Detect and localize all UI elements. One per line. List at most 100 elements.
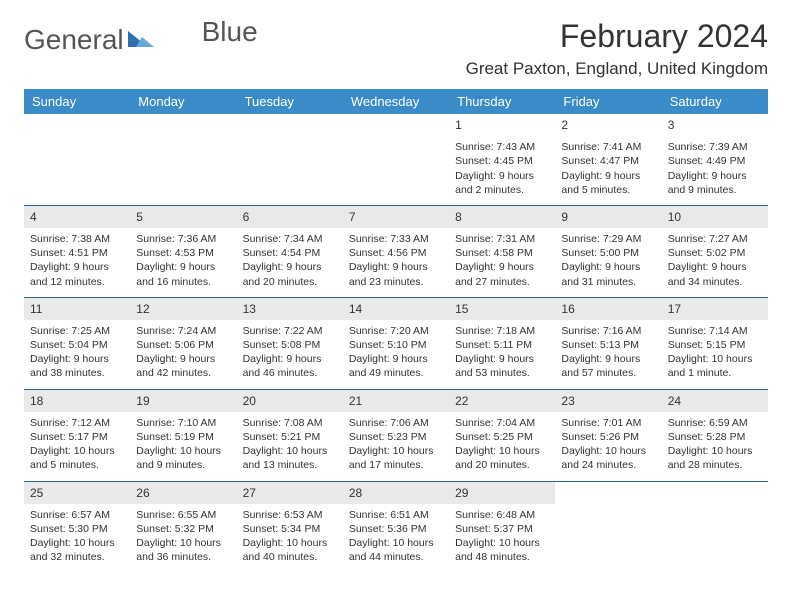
day-detail: and 40 minutes.	[243, 550, 337, 564]
day-detail: and 5 minutes.	[30, 458, 124, 472]
calendar-week: 25Sunrise: 6:57 AMSunset: 5:30 PMDayligh…	[24, 481, 768, 572]
calendar-day	[343, 114, 449, 205]
day-number: 17	[662, 298, 768, 320]
day-detail: Sunrise: 6:51 AM	[349, 508, 443, 522]
day-number: 23	[555, 390, 661, 412]
day-detail: Daylight: 10 hours	[243, 536, 337, 550]
day-number: 18	[24, 390, 130, 412]
day-detail: Daylight: 9 hours	[561, 169, 655, 183]
day-detail: Sunrise: 6:57 AM	[30, 508, 124, 522]
calendar-day: 16Sunrise: 7:16 AMSunset: 5:13 PMDayligh…	[555, 297, 661, 389]
calendar-day: 15Sunrise: 7:18 AMSunset: 5:11 PMDayligh…	[449, 297, 555, 389]
day-detail: and 32 minutes.	[30, 550, 124, 564]
day-detail: and 5 minutes.	[561, 183, 655, 197]
calendar-header-row: SundayMondayTuesdayWednesdayThursdayFrid…	[24, 89, 768, 114]
day-detail: Sunset: 5:10 PM	[349, 338, 443, 352]
calendar-day	[555, 481, 661, 572]
calendar-day: 9Sunrise: 7:29 AMSunset: 5:00 PMDaylight…	[555, 205, 661, 297]
location-subtitle: Great Paxton, England, United Kingdom	[466, 59, 768, 79]
day-detail: and 57 minutes.	[561, 366, 655, 380]
day-detail: Sunrise: 7:25 AM	[30, 324, 124, 338]
day-number: 2	[555, 114, 661, 136]
day-detail: Daylight: 9 hours	[349, 352, 443, 366]
logo-text-b: Blue	[202, 16, 258, 48]
day-detail: Sunrise: 7:06 AM	[349, 416, 443, 430]
day-detail: Sunrise: 7:36 AM	[136, 232, 230, 246]
day-detail: and 12 minutes.	[30, 275, 124, 289]
day-detail: Sunrise: 7:22 AM	[243, 324, 337, 338]
day-detail: Sunrise: 7:33 AM	[349, 232, 443, 246]
calendar-day: 17Sunrise: 7:14 AMSunset: 5:15 PMDayligh…	[662, 297, 768, 389]
day-detail: Sunset: 5:00 PM	[561, 246, 655, 260]
day-number: 1	[449, 114, 555, 136]
day-detail: Sunrise: 7:39 AM	[668, 140, 762, 154]
day-detail: Sunrise: 7:04 AM	[455, 416, 549, 430]
logo-text-a: General	[24, 24, 124, 56]
day-detail: Sunset: 5:37 PM	[455, 522, 549, 536]
day-detail: and 53 minutes.	[455, 366, 549, 380]
day-detail: and 28 minutes.	[668, 458, 762, 472]
day-detail: Sunset: 5:36 PM	[349, 522, 443, 536]
calendar-day	[130, 114, 236, 205]
day-number: 7	[343, 206, 449, 228]
calendar-day: 2Sunrise: 7:41 AMSunset: 4:47 PMDaylight…	[555, 114, 661, 205]
day-number: 21	[343, 390, 449, 412]
day-number: 15	[449, 298, 555, 320]
day-detail: Sunrise: 6:53 AM	[243, 508, 337, 522]
day-detail: Sunset: 5:04 PM	[30, 338, 124, 352]
day-number: 22	[449, 390, 555, 412]
day-number: 14	[343, 298, 449, 320]
calendar-day: 5Sunrise: 7:36 AMSunset: 4:53 PMDaylight…	[130, 205, 236, 297]
day-detail: Sunset: 5:26 PM	[561, 430, 655, 444]
day-detail: Sunrise: 7:41 AM	[561, 140, 655, 154]
day-detail: and 31 minutes.	[561, 275, 655, 289]
day-header: Thursday	[449, 89, 555, 114]
calendar-day: 27Sunrise: 6:53 AMSunset: 5:34 PMDayligh…	[237, 481, 343, 572]
day-detail: Sunrise: 7:43 AM	[455, 140, 549, 154]
day-detail: Sunset: 5:13 PM	[561, 338, 655, 352]
day-detail: Sunrise: 7:24 AM	[136, 324, 230, 338]
day-detail: Daylight: 10 hours	[668, 352, 762, 366]
day-detail: and 16 minutes.	[136, 275, 230, 289]
day-detail: Sunrise: 6:55 AM	[136, 508, 230, 522]
calendar-day: 29Sunrise: 6:48 AMSunset: 5:37 PMDayligh…	[449, 481, 555, 572]
day-detail: Sunset: 4:49 PM	[668, 154, 762, 168]
calendar-day: 24Sunrise: 6:59 AMSunset: 5:28 PMDayligh…	[662, 389, 768, 481]
day-detail: Daylight: 9 hours	[668, 260, 762, 274]
day-detail: Daylight: 9 hours	[30, 352, 124, 366]
day-detail: Sunrise: 7:08 AM	[243, 416, 337, 430]
day-detail: Sunrise: 7:01 AM	[561, 416, 655, 430]
day-number: 24	[662, 390, 768, 412]
day-header: Sunday	[24, 89, 130, 114]
day-detail: Sunrise: 7:34 AM	[243, 232, 337, 246]
calendar-day: 7Sunrise: 7:33 AMSunset: 4:56 PMDaylight…	[343, 205, 449, 297]
title-block: February 2024 Great Paxton, England, Uni…	[466, 18, 768, 79]
day-number: 20	[237, 390, 343, 412]
day-detail: Sunset: 5:06 PM	[136, 338, 230, 352]
day-detail: and 9 minutes.	[668, 183, 762, 197]
day-detail: Daylight: 9 hours	[455, 169, 549, 183]
day-detail: Daylight: 9 hours	[561, 352, 655, 366]
calendar-day: 18Sunrise: 7:12 AMSunset: 5:17 PMDayligh…	[24, 389, 130, 481]
day-number: 10	[662, 206, 768, 228]
day-number: 5	[130, 206, 236, 228]
day-detail: Daylight: 9 hours	[455, 260, 549, 274]
header: General Blue February 2024 Great Paxton,…	[24, 18, 768, 79]
day-detail: Daylight: 10 hours	[243, 444, 337, 458]
day-detail: and 1 minute.	[668, 366, 762, 380]
day-number: 9	[555, 206, 661, 228]
day-detail: Daylight: 9 hours	[561, 260, 655, 274]
day-detail: Daylight: 10 hours	[136, 536, 230, 550]
day-number: 13	[237, 298, 343, 320]
calendar-day: 28Sunrise: 6:51 AMSunset: 5:36 PMDayligh…	[343, 481, 449, 572]
day-detail: Daylight: 10 hours	[349, 444, 443, 458]
calendar-day: 4Sunrise: 7:38 AMSunset: 4:51 PMDaylight…	[24, 205, 130, 297]
day-number: 11	[24, 298, 130, 320]
logo: General Blue	[24, 18, 258, 56]
day-number: 4	[24, 206, 130, 228]
day-header: Wednesday	[343, 89, 449, 114]
day-detail: Sunset: 4:45 PM	[455, 154, 549, 168]
day-detail: Daylight: 10 hours	[455, 444, 549, 458]
day-detail: Daylight: 10 hours	[561, 444, 655, 458]
calendar-day: 25Sunrise: 6:57 AMSunset: 5:30 PMDayligh…	[24, 481, 130, 572]
